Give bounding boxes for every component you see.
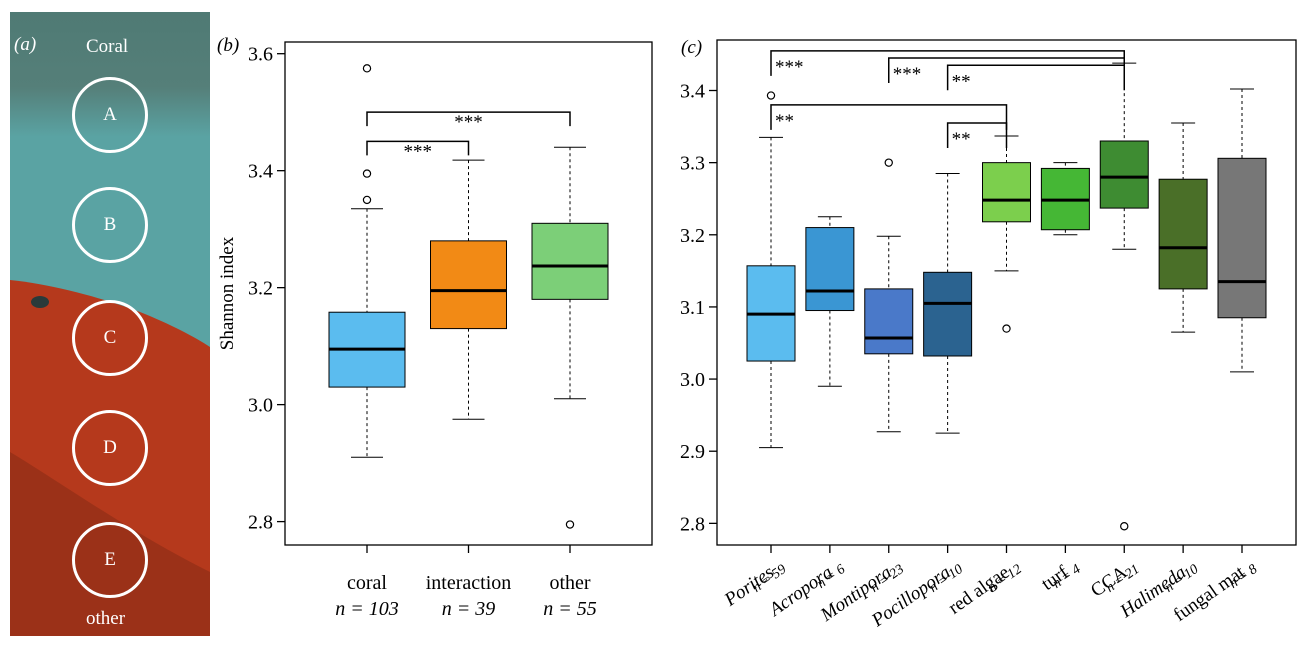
panel-a-tag: (a) xyxy=(14,34,37,55)
iqr-box xyxy=(430,240,507,330)
significance-label: ** xyxy=(952,129,971,150)
x-category-label: other xyxy=(549,572,590,594)
box-halimeda xyxy=(1158,122,1208,333)
circle-b: B xyxy=(72,187,148,263)
box-montipora xyxy=(864,158,914,433)
circle-a: A xyxy=(72,77,148,153)
outlier-point xyxy=(565,520,575,529)
significance-label: *** xyxy=(404,141,433,162)
chart-b: (b) Shannon index 2.8 3.0 3.2 3.4 3.6 coral n = … xyxy=(217,35,653,620)
outlier-point xyxy=(766,91,776,100)
iqr-box xyxy=(982,162,1031,223)
y-tick-label: 3.4 xyxy=(248,161,273,183)
x-n-label: n = 103 xyxy=(335,598,399,620)
box-turf xyxy=(1040,162,1090,236)
y-tick-label: 3.2 xyxy=(680,225,705,247)
outlier-point xyxy=(362,64,372,73)
coral-label: Coral xyxy=(86,36,129,57)
outlier-point xyxy=(362,169,372,178)
box-interaction xyxy=(430,159,507,420)
y-axis-label: Shannon index xyxy=(217,236,238,350)
box-coral xyxy=(328,64,406,458)
iqr-box xyxy=(923,271,973,357)
y-tick-label: 3.0 xyxy=(680,369,705,391)
significance-label: *** xyxy=(893,64,922,85)
outlier-point xyxy=(362,195,372,205)
circle-e: E xyxy=(72,522,148,598)
outlier-point xyxy=(1002,324,1011,333)
box-red-algae xyxy=(982,135,1031,333)
other-label: other xyxy=(86,608,126,629)
iqr-box xyxy=(1217,157,1267,319)
significance-label: ** xyxy=(775,111,794,132)
significance-bracket xyxy=(770,104,1008,130)
circle-d: D xyxy=(72,410,148,486)
y-tick-label: 3.1 xyxy=(680,297,705,319)
box-other xyxy=(531,146,609,529)
circle-c: C xyxy=(72,300,148,376)
y-tick-label: 3.2 xyxy=(248,278,273,300)
y-tick-label: 3.4 xyxy=(680,81,705,103)
x-n-label: n = 39 xyxy=(442,598,496,620)
box-pocillopora xyxy=(923,172,973,434)
significance-label: ** xyxy=(952,71,971,92)
x-category-label: interaction xyxy=(426,572,512,594)
iqr-box xyxy=(864,288,914,355)
y-tick-label: 2.8 xyxy=(680,513,705,535)
significance-label: *** xyxy=(454,112,483,133)
iqr-box xyxy=(531,222,609,300)
y-tick-label: 3.0 xyxy=(248,395,273,417)
significance-bracket xyxy=(888,57,1125,84)
box-acropora xyxy=(805,216,855,387)
significance-bracket xyxy=(946,64,1125,91)
y-tick-label: 2.9 xyxy=(680,441,705,463)
outlier-point xyxy=(1120,522,1129,531)
y-tick-label: 3.6 xyxy=(248,44,273,66)
panel-a-photo: (a) Coral other A B C D E xyxy=(10,12,210,636)
hole xyxy=(31,296,49,308)
y-tick-label: 3.3 xyxy=(680,153,705,175)
x-category-label: coral xyxy=(347,572,387,594)
outlier-point xyxy=(884,158,893,167)
iqr-box xyxy=(1158,178,1208,290)
x-n-label: n = 55 xyxy=(543,598,597,620)
significance-bracket xyxy=(366,140,470,156)
significance-label: *** xyxy=(775,57,804,78)
iqr-box xyxy=(805,227,855,312)
box-porites xyxy=(746,91,796,449)
significance-bracket xyxy=(946,122,1008,148)
panel-tag: (b) xyxy=(217,35,239,56)
x-n-label: n = 12 xyxy=(986,562,1025,596)
panel-tag: (c) xyxy=(681,37,702,58)
significance-bracket xyxy=(366,111,571,127)
box-cca xyxy=(1099,62,1149,531)
iqr-box xyxy=(1099,140,1149,209)
box-fungal-mat xyxy=(1217,88,1267,373)
y-tick-label: 2.8 xyxy=(248,512,273,534)
